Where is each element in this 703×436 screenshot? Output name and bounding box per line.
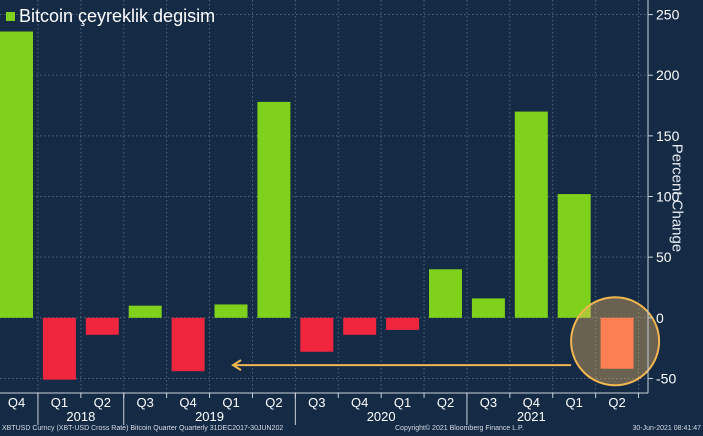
arrow-head (231, 359, 242, 371)
x-tick-label: Q3 (480, 395, 497, 410)
x-tick-label: Q4 (523, 395, 540, 410)
bar (0, 31, 33, 318)
y-tick-label: 0 (656, 310, 664, 326)
y-tick-label: -50 (656, 370, 676, 386)
year-label: 2021 (517, 409, 546, 424)
highlight-annotation (231, 296, 661, 387)
footer-source: XBTUSD Curncy (XBT-USD Cross Rate) Bitco… (2, 425, 284, 432)
bar (171, 317, 205, 372)
legend-label: Bitcoin çeyreklik degisim (19, 6, 216, 26)
y-tick-label: 250 (656, 7, 680, 23)
x-tick-label: Q3 (308, 395, 325, 410)
grid-lines (0, 0, 648, 393)
bar (386, 317, 420, 330)
bar (214, 304, 248, 318)
bar (471, 298, 505, 318)
legend: Bitcoin çeyreklik degisim (6, 6, 215, 27)
bar (85, 317, 119, 335)
x-tick-label: Q2 (94, 395, 111, 410)
x-tick-label: Q1 (566, 395, 583, 410)
x-tick-label: Q2 (437, 395, 454, 410)
y-tick-label: 200 (656, 67, 680, 83)
x-tick-label: Q4 (8, 395, 25, 410)
bar (343, 317, 377, 335)
year-label: 2018 (66, 409, 95, 424)
legend-swatch (6, 12, 15, 21)
y-tick-label: 100 (656, 189, 680, 205)
bar (429, 269, 462, 318)
x-tick-label: Q1 (51, 395, 68, 410)
x-tick-label: Q4 (179, 395, 196, 410)
footer-timestamp: 30-Jun-2021 08:41:47 (632, 425, 702, 432)
y-tick-label: 150 (656, 128, 680, 144)
x-tick-label: Q1 (394, 395, 411, 410)
footer-copyright: Copyright© 2021 Bloomberg Finance L.P. (395, 425, 524, 432)
bar (600, 317, 634, 369)
highlight-circle (570, 296, 661, 387)
x-tick-label: Q2 (608, 395, 625, 410)
bars (0, 31, 634, 380)
year-label: 2019 (195, 409, 224, 424)
y-axis-ticks: 250 200 150 100 50 0 -50 (648, 7, 680, 386)
bitcoin-quarterly-chart: 250 200 150 100 50 0 -50 Q4 Q1 Q2 Q3 Q4 Q1 Q2 Q3 Q4 Q1 Q… (0, 0, 680, 425)
bar (557, 194, 591, 318)
bar (42, 317, 76, 380)
x-tick-label: Q4 (351, 395, 368, 410)
bar (300, 317, 334, 352)
x-tick-label: Q1 (222, 395, 239, 410)
x-tick-label: Q3 (137, 395, 154, 410)
y-axis-label: Percent Change (668, 143, 686, 253)
bar (257, 101, 291, 318)
x-tick-label: Q2 (265, 395, 282, 410)
bar (514, 111, 548, 318)
bar (128, 305, 162, 318)
year-label: 2020 (367, 409, 396, 424)
y-tick-label: 50 (656, 249, 672, 265)
